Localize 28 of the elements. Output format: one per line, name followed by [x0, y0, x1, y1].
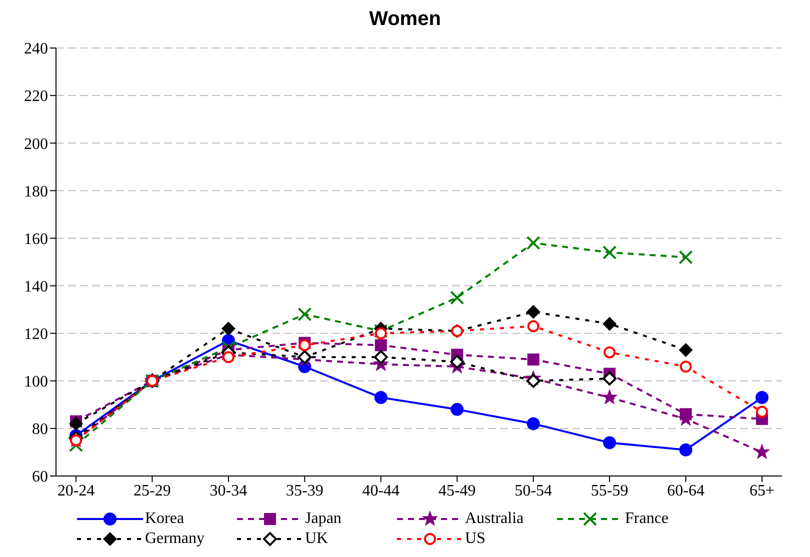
- legend-label: UK: [305, 530, 328, 548]
- y-tick-label: 160: [24, 230, 48, 248]
- x-tick-label: 65+: [749, 482, 775, 500]
- y-tick-label: 80: [32, 421, 48, 438]
- legend-label: Japan: [305, 510, 342, 528]
- x-tick-label: 35-39: [286, 482, 324, 500]
- legend-label: Korea: [145, 510, 184, 528]
- x-tick-label: 40-44: [362, 482, 400, 500]
- legend-label: US: [465, 530, 486, 548]
- y-tick-label: 140: [24, 278, 48, 296]
- legend-label: France: [625, 510, 669, 528]
- y-tick-label: 60: [32, 468, 48, 486]
- x-tick-label: 30-34: [210, 482, 248, 500]
- y-tick-label: 120: [24, 326, 48, 344]
- chart-title: Women: [368, 8, 442, 32]
- x-tick-label: 60-64: [667, 482, 704, 500]
- legend-label: Germany: [145, 530, 205, 548]
- x-tick-label: 50-54: [514, 482, 552, 500]
- y-tick-label: 200: [24, 136, 48, 153]
- y-tick-label: 100: [24, 374, 48, 391]
- y-tick-label: 220: [24, 88, 48, 106]
- x-tick-label: 25-29: [134, 482, 171, 500]
- y-tick-label: 180: [24, 183, 48, 200]
- x-tick-label: 55-59: [590, 482, 628, 500]
- x-tick-label: 20-24: [57, 482, 95, 500]
- y-tick-label: 240: [24, 40, 48, 58]
- legend-label: Australia: [465, 510, 524, 528]
- x-tick-label: 45-49: [438, 482, 476, 500]
